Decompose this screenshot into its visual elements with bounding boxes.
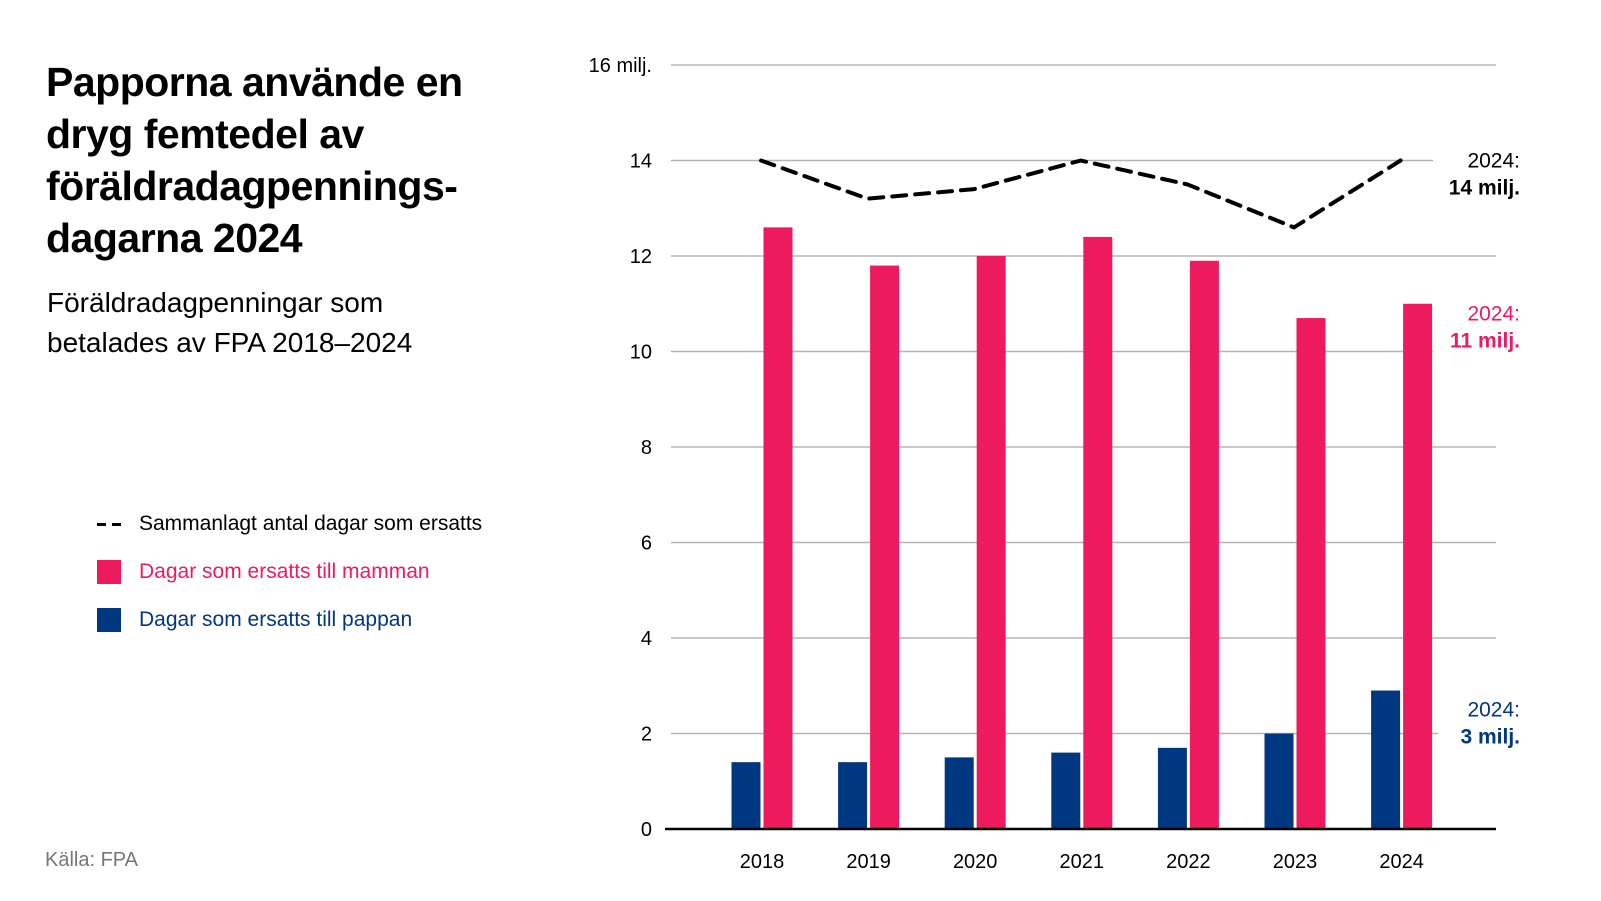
annotation-year: 2024: [1467, 302, 1520, 325]
y-tick-label: 2 [641, 724, 652, 746]
bar-father [838, 762, 868, 829]
x-tick-label: 2022 [1166, 851, 1211, 873]
bar-father [1157, 747, 1187, 829]
blue-square-icon [97, 608, 121, 632]
bar-mother [763, 227, 793, 830]
subtitle-line: Föräldradagpenningar som [47, 287, 384, 318]
x-tick-label: 2024 [1379, 851, 1424, 873]
annotation-value: 14 milj. [1449, 177, 1520, 200]
y-tick-label: 16 milj. [589, 55, 652, 77]
legend-item-total: Sammanlagt antal dagar som ersatts [97, 500, 482, 548]
y-tick-label: 4 [641, 628, 652, 650]
annotation-year: 2024: [1467, 699, 1520, 722]
source-note: Källa: FPA [45, 849, 138, 871]
bar-father [944, 757, 974, 829]
y-tick-label: 0 [641, 819, 652, 841]
x-tick-label: 2021 [1060, 851, 1105, 873]
bar-father [1371, 690, 1401, 829]
legend-label: Dagar som ersatts till pappan [139, 608, 413, 631]
x-tick-label: 2023 [1273, 851, 1318, 873]
y-tick-label: 10 [630, 342, 652, 364]
x-tick-label: 2019 [846, 851, 891, 873]
bar-mother [1083, 236, 1113, 829]
x-tick-label: 2018 [740, 851, 785, 873]
annotations: 2024: 14 milj. 2024: 11 milj. 2024: 3 milj. [1449, 150, 1520, 749]
dashed-line-icon [97, 512, 121, 536]
legend-label: Dagar som ersatts till mamman [139, 560, 430, 583]
legend-item-mother: Dagar som ersatts till mamman [97, 548, 482, 596]
bar-mother [870, 265, 900, 829]
legend-item-father: Dagar som ersatts till pappan [97, 596, 482, 644]
bar-mother [1296, 318, 1326, 829]
title-line: dryg femtedel av [46, 111, 364, 157]
annotation-year: 2024: [1467, 150, 1520, 173]
chart-title: Papporna använde en dryg femtedel av för… [46, 56, 526, 264]
y-axis-ticks: 2 4 6 8 10 12 14 16 milj. 0 [589, 55, 652, 841]
bar-father [1051, 752, 1081, 829]
title-line: föräldradagpennings- [46, 163, 458, 209]
subtitle-line: betalades av FPA 2018–2024 [47, 327, 413, 358]
bar-father [731, 762, 761, 829]
chart-subtitle: Föräldradagpenningar som betalades av FP… [47, 283, 517, 363]
pink-square-icon [97, 560, 121, 584]
bar-mother [1403, 303, 1433, 829]
y-tick-label: 12 [630, 246, 652, 268]
legend-label: Sammanlagt antal dagar som ersatts [139, 512, 483, 535]
x-tick-label: 2020 [953, 851, 998, 873]
bar-mother [1189, 260, 1219, 829]
y-tick-label: 6 [641, 533, 652, 555]
y-tick-label: 14 [630, 151, 652, 173]
total-dashed-line [759, 158, 1403, 230]
bars [731, 227, 1433, 830]
annotation-value: 11 milj. [1450, 329, 1520, 352]
title-line: Papporna använde en [46, 59, 463, 105]
bar-mother [976, 256, 1006, 829]
bar-father [1264, 733, 1294, 829]
title-line: dagarna 2024 [46, 215, 303, 261]
x-axis-ticks: 2018 2019 2020 2021 2022 2023 2024 [740, 851, 1424, 873]
legend: Sammanlagt antal dagar som ersatts Dagar… [97, 500, 482, 644]
y-tick-label: 8 [641, 437, 652, 459]
annotation-value: 3 milj. [1460, 726, 1520, 749]
